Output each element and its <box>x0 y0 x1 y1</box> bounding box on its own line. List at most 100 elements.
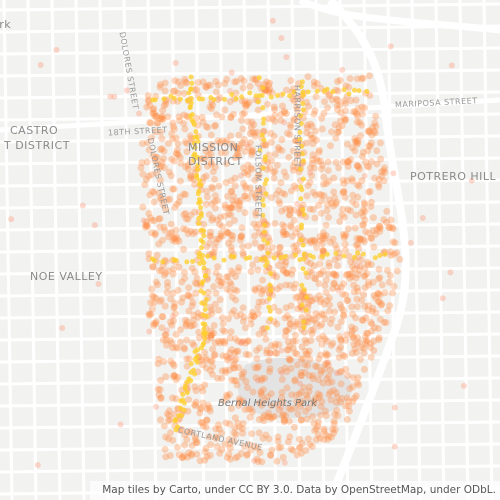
heat-dot <box>325 307 333 315</box>
heat-dot <box>192 228 200 236</box>
heat-dot-dense <box>195 162 201 168</box>
heat-dot <box>372 112 380 120</box>
heat-dot <box>224 273 232 281</box>
road <box>0 222 500 232</box>
heat-dot <box>221 201 229 209</box>
heat-dot <box>222 368 230 376</box>
heat-dot <box>355 182 363 190</box>
heat-dot <box>155 391 163 399</box>
heat-dot <box>202 356 210 364</box>
heat-dot <box>285 211 293 219</box>
heat-dot <box>362 314 370 322</box>
heat-dot <box>140 217 147 224</box>
heat-dot <box>333 245 341 253</box>
heat-dot <box>313 155 321 163</box>
heat-dot <box>145 96 153 104</box>
heat-dot <box>270 168 278 176</box>
heat-dot <box>240 164 248 172</box>
heat-dot <box>355 381 363 389</box>
heat-dot-dense <box>253 93 259 99</box>
heat-dot <box>216 139 224 147</box>
heat-dot <box>240 313 248 321</box>
heat-dot <box>204 401 212 409</box>
heat-dot <box>333 128 341 136</box>
heat-dot <box>322 221 330 229</box>
heat-dot <box>153 281 161 289</box>
heat-dot <box>174 151 182 159</box>
heat-dot <box>168 339 176 347</box>
heat-dot <box>362 158 370 166</box>
heat-dot <box>187 172 195 180</box>
heat-dot <box>203 187 211 195</box>
heat-dot <box>305 313 313 321</box>
heat-dot <box>204 81 212 89</box>
heat-dot-dense <box>211 255 217 261</box>
heat-dot <box>176 338 184 346</box>
heat-dot <box>164 140 172 148</box>
heat-dot <box>182 320 190 328</box>
heat-dot <box>287 221 295 229</box>
street-label: MARIPOSA STREET <box>395 96 478 109</box>
heat-dot <box>169 265 177 273</box>
heat-dot <box>152 278 160 286</box>
heat-dot <box>281 332 289 340</box>
heat-dot <box>157 394 165 402</box>
heat-dot <box>277 116 285 124</box>
heat-dot <box>371 129 379 137</box>
heat-dot <box>318 197 326 205</box>
heat-dot <box>306 178 314 186</box>
heat-dot <box>164 283 172 291</box>
heat-dot <box>330 280 338 288</box>
heat-dot <box>174 89 182 97</box>
heat-dot <box>199 387 207 395</box>
heat-dot <box>211 122 219 130</box>
heat-dot-dense <box>297 136 303 142</box>
heat-dot <box>324 166 332 174</box>
heat-dot <box>216 213 224 221</box>
heat-dot <box>390 170 397 177</box>
heat-dot <box>218 446 226 454</box>
heat-dot <box>383 207 391 215</box>
road <box>0 46 500 56</box>
heat-dot <box>192 114 200 122</box>
heat-dot-dense <box>160 259 166 265</box>
heat-dot <box>304 351 312 359</box>
heat-dot <box>371 119 379 127</box>
heat-dot <box>207 334 215 342</box>
heat-dot <box>375 298 383 306</box>
heat-dot <box>223 75 231 83</box>
heat-dot <box>150 217 158 225</box>
heat-dot <box>227 113 235 121</box>
heat-dot <box>175 451 183 459</box>
heat-dot <box>148 305 156 313</box>
heat-dot <box>281 314 289 322</box>
heat-dot <box>299 355 307 363</box>
heat-dot <box>364 147 372 155</box>
heat-dot <box>307 326 315 334</box>
heat-dot <box>237 233 245 241</box>
heat-dot <box>95 280 102 287</box>
heat-dot <box>325 177 333 185</box>
heat-dot <box>232 454 240 462</box>
heat-dot-dense <box>301 256 307 262</box>
heat-dot <box>251 132 259 140</box>
heat-dot <box>296 399 304 407</box>
heat-dot <box>358 296 366 304</box>
heat-dot <box>310 110 318 118</box>
heat-dot <box>354 287 362 295</box>
heat-dot <box>170 317 178 325</box>
heat-dot-dense <box>176 413 182 419</box>
heat-dot <box>146 191 154 199</box>
heat-dot <box>235 264 243 272</box>
heat-dot <box>306 237 314 245</box>
heat-dot <box>391 404 398 411</box>
heat-dot <box>148 216 156 224</box>
heat-dot <box>356 119 364 127</box>
heat-dot <box>380 167 388 175</box>
heat-dot <box>297 388 305 396</box>
heat-dot <box>164 113 172 121</box>
street-label: 18TH STREET <box>108 125 168 137</box>
heat-dot <box>181 125 189 133</box>
heat-dot <box>180 345 188 353</box>
heat-dot <box>273 190 281 198</box>
